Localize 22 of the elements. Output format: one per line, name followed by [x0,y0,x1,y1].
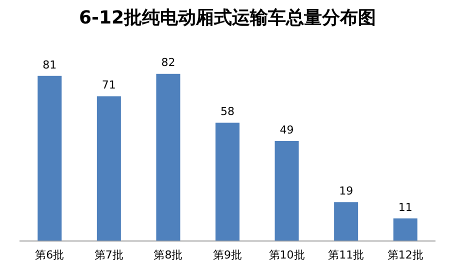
bar [393,218,418,241]
data-label: 71 [102,78,116,92]
x-tick-label: 第11批 [328,248,364,262]
x-tick-label: 第12批 [387,248,424,262]
x-tick-label: 第9批 [213,248,242,262]
data-label: 58 [220,105,234,118]
bar [274,141,299,241]
x-tick-label: 第6批 [35,248,64,262]
bar [215,122,240,241]
x-tick-label: 第8批 [154,248,183,262]
data-label: 11 [398,200,412,214]
chart-title: 6-12批纯电动厢式运输车总量分布图 [78,7,376,28]
bar [156,74,180,241]
bar [334,202,358,241]
x-tick-label: 第7批 [94,248,124,262]
data-label: 49 [280,123,294,136]
bar [38,76,62,241]
bar [96,96,121,241]
data-label: 82 [161,56,176,70]
x-tick-label: 第10批 [268,248,305,262]
data-label: 19 [339,184,354,198]
data-label: 81 [42,58,57,72]
